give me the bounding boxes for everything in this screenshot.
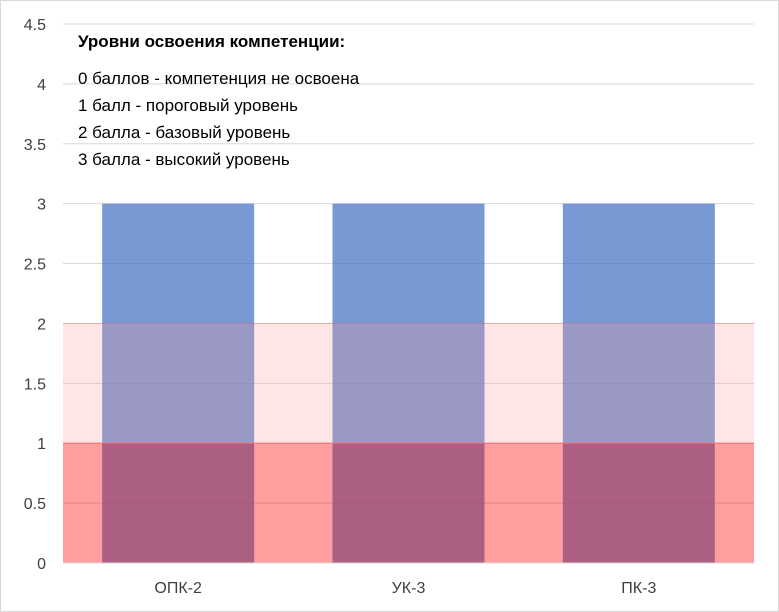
x-category-label: ОПК-2 [154,580,202,597]
bar-series [102,203,715,563]
y-tick-label: 4 [37,77,46,94]
x-category-label: ПК-3 [621,580,656,597]
y-tick-label: 3.5 [24,137,46,154]
bar-2 [562,203,715,563]
annotation-line-2: 2 балла - базовый уровень [78,123,290,142]
annotation-line-3: 3 балла - высокий уровень [78,150,290,169]
y-tick-label: 2.5 [24,257,46,274]
y-tick-label: 1.5 [24,376,46,393]
annotation-line-1: 1 балл - пороговый уровень [78,96,298,115]
y-tick-label: 3 [37,197,46,214]
y-tick-label: 1 [37,436,46,453]
y-tick-label: 2 [37,316,46,333]
bar-0 [102,203,255,563]
level-band-0 [63,443,754,563]
bar-1 [332,203,485,563]
level-bands [63,322,754,563]
y-tick-label: 0 [37,556,46,573]
y-tick-label: 0.5 [24,496,46,513]
x-category-label: УК-3 [392,580,426,597]
annotation-line-0: 0 баллов - компетенция не освоена [78,69,360,88]
x-axis-categories: ОПК-2 УК-3 ПК-3 [154,580,656,597]
annotation-title: Уровни освоения компетенции: [78,32,345,51]
level-band-1 [63,323,754,444]
levels-annotation: Уровни освоения компетенции: 0 баллов - … [78,32,360,169]
y-tick-label: 4.5 [24,17,46,34]
y-axis-ticks: 0 0.5 1 1.5 2 2.5 3 3.5 4 4.5 [24,17,46,573]
